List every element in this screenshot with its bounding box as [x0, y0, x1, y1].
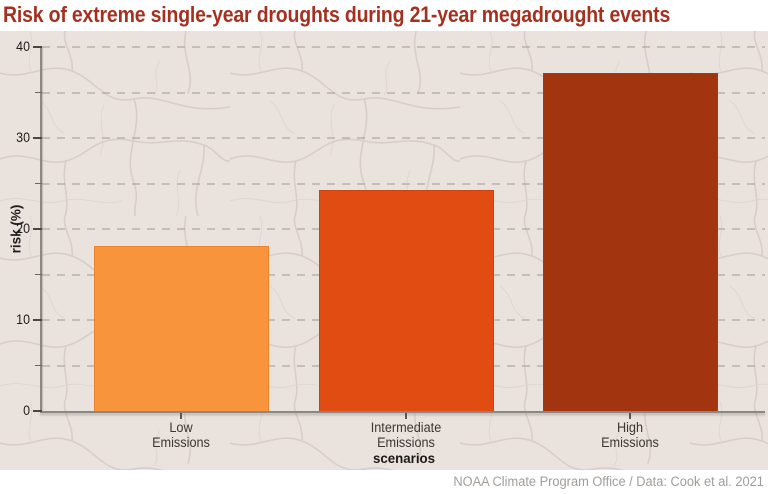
bar-low-emissions: [93, 246, 269, 411]
y-tick-30: [33, 137, 42, 139]
gridline-35: [42, 91, 765, 94]
y-tick-label-20: 20: [16, 221, 30, 236]
x-tick-label-high-emissions: High Emissions: [555, 420, 705, 450]
x-axis-title: scenarios: [372, 450, 436, 466]
x-tick-label-low-emissions: Low Emissions: [106, 420, 256, 450]
y-tick-40: [33, 46, 42, 48]
y-minor-tick-25: [35, 182, 42, 184]
gridline-40: [42, 46, 765, 48]
gridline-25: [42, 182, 765, 185]
x-axis-line: [40, 411, 765, 413]
y-tick-label-0: 0: [23, 403, 30, 418]
bar-high-emissions: [542, 73, 718, 411]
page-title: Risk of extreme single-year droughts dur…: [3, 2, 671, 27]
gridline-30: [42, 137, 765, 139]
y-tick-label-30: 30: [16, 130, 30, 145]
x-tick-high-emissions: [629, 413, 631, 419]
x-tick-label-line: High: [616, 420, 644, 435]
y-axis-title: risk (%): [8, 204, 24, 254]
credit-text: NOAA Climate Program Office / Data: Cook…: [453, 474, 764, 489]
x-tick-label-line: Emissions: [152, 435, 210, 450]
figure-footer: NOAA Climate Program Office / Data: Cook…: [0, 470, 768, 494]
x-tick-label-line: Emissions: [377, 435, 435, 450]
y-minor-tick-35: [35, 91, 42, 93]
chart-canvas: 0 10 20 30 40 Low Emissions Intermediate Emissio…: [0, 31, 768, 470]
x-tick-label-line: Low: [169, 420, 193, 435]
x-tick-label-intermediate-emissions: Intermediate Emissions: [331, 420, 481, 450]
y-minor-tick-15: [35, 273, 42, 275]
y-tick-label-10: 10: [16, 312, 30, 327]
bar-intermediate-emissions: [318, 189, 494, 411]
y-tick-label-40: 40: [16, 39, 30, 54]
y-minor-tick-5: [35, 364, 42, 366]
x-tick-low-emissions: [180, 413, 182, 419]
y-axis-line: [40, 47, 42, 413]
x-tick-label-line: Emissions: [601, 435, 659, 450]
y-tick-10: [33, 319, 42, 321]
y-tick-20: [33, 228, 42, 230]
y-tick-0: [33, 410, 42, 412]
x-tick-label-line: Intermediate: [370, 420, 442, 435]
x-tick-intermediate-emissions: [405, 413, 407, 419]
figure-header: Risk of extreme single-year droughts dur…: [0, 0, 768, 31]
